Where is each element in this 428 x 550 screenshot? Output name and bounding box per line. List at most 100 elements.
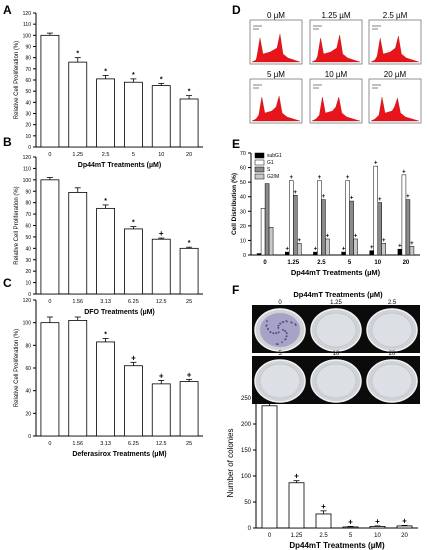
dish-inner	[371, 363, 413, 399]
colony-dot	[277, 331, 280, 334]
legend-label: subG1	[267, 153, 282, 159]
dish-label: 2.5	[388, 300, 397, 306]
colony-dot	[265, 325, 268, 327]
x-tick-label: 10	[374, 260, 381, 266]
bar	[293, 195, 298, 256]
significance-mark: +	[318, 175, 322, 181]
histogram-label: 1.25 µM	[321, 11, 350, 20]
histogram-label: 0 µM	[267, 11, 285, 20]
dishes-title: Dp44mT Treatments (µM)	[293, 290, 383, 299]
y-tick-label: 60	[25, 78, 31, 84]
y-tick-label: 250	[241, 396, 252, 402]
colony-dot	[285, 331, 288, 334]
y-axis-label: Number of colonies	[226, 429, 235, 498]
y-tick-label: 30	[240, 209, 246, 215]
y-tick-label: 30	[25, 112, 31, 118]
dish-label: 20	[389, 351, 396, 357]
significance-mark: +	[321, 502, 326, 511]
dish-label: 1.25	[330, 300, 342, 306]
significance-mark: *	[76, 51, 79, 58]
x-tick-label: 3.13	[100, 441, 111, 447]
x-tick-label: 5	[132, 152, 135, 158]
y-tick-label: 110	[23, 22, 31, 28]
significance-mark: +	[187, 370, 192, 379]
significance-mark: +	[293, 190, 297, 196]
y-tick-label: 120	[23, 298, 32, 304]
x-tick-label: 1.25	[72, 152, 83, 158]
legend-label: S	[267, 167, 271, 173]
x-tick-label: 2.5	[317, 260, 326, 266]
x-tick-label: 0	[48, 441, 51, 447]
y-tick-label: 20	[25, 123, 31, 129]
x-tick-label: 1.56	[72, 441, 83, 447]
histogram-label: 20 µM	[384, 70, 407, 79]
significance-mark: +	[159, 229, 164, 238]
x-tick-label: 10	[158, 152, 164, 158]
significance-mark: +	[326, 233, 330, 239]
y-tick-label: 10	[25, 281, 31, 287]
x-tick-label: 2.5	[319, 533, 328, 539]
panel-letter-f: F	[232, 283, 239, 297]
y-tick-label: 50	[25, 89, 31, 95]
histogram-shape	[311, 34, 361, 63]
dish-inner	[315, 363, 357, 399]
y-tick-label: 120	[23, 11, 32, 17]
x-axis-label: DFO Treatments (µM)	[84, 309, 155, 316]
dish-inner	[371, 312, 413, 348]
y-tick-label: 70	[25, 212, 31, 218]
colony-dot	[277, 324, 280, 327]
dish-inner	[315, 312, 357, 348]
significance-mark: +	[406, 194, 410, 200]
colony-dot	[277, 327, 280, 329]
histogram-shape	[370, 35, 420, 63]
significance-mark: +	[289, 175, 293, 181]
significance-mark: +	[374, 161, 378, 167]
x-tick-label: 12.5	[156, 299, 167, 305]
significance-mark: +	[370, 245, 374, 251]
colony-dot	[276, 343, 279, 346]
x-tick-label: 6.25	[128, 299, 139, 305]
y-tick-label: 50	[25, 235, 31, 241]
y-tick-label: 40	[25, 389, 31, 395]
x-tick-label: 12.5	[156, 441, 167, 447]
significance-mark: +	[159, 371, 164, 380]
y-tick-label: 50	[240, 180, 246, 186]
legend-swatch	[254, 166, 265, 173]
x-tick-label: 20	[401, 533, 408, 539]
dish-inner	[259, 312, 301, 348]
y-tick-label: 80	[25, 343, 31, 349]
significance-mark: +	[378, 197, 382, 203]
x-tick-label: 25	[186, 299, 192, 305]
y-tick-label: 90	[25, 45, 31, 51]
y-tick-label: 10	[25, 134, 31, 140]
y-tick-label: 50	[244, 500, 251, 506]
x-axis-label: Dp44mT Treatments (µM)	[289, 541, 385, 550]
significance-mark: *	[132, 72, 135, 79]
panel-letter-a: A	[3, 3, 12, 17]
y-tick-label: 80	[25, 56, 31, 62]
y-tick-label: 100	[241, 474, 252, 480]
bar	[264, 183, 270, 256]
y-tick-label: 40	[240, 195, 246, 201]
x-axis-label: Dp44mT Treatments (µM)	[291, 268, 381, 277]
x-axis-label: Deferasirox Treatments (µM)	[72, 451, 166, 458]
y-tick-label: 20	[240, 224, 246, 230]
histogram-label: 5 µM	[267, 70, 285, 79]
colony-dot	[281, 341, 283, 344]
x-tick-label: 0	[268, 533, 272, 539]
x-tick-label: 0	[263, 260, 267, 266]
y-axis-label: Relative Cell Proliferation (%)	[14, 41, 20, 119]
histogram-shape	[370, 96, 420, 122]
significance-mark: +	[348, 517, 353, 526]
y-tick-label: 40	[25, 100, 31, 106]
y-tick-label: 110	[23, 166, 31, 172]
colony-dot	[269, 331, 272, 334]
bar	[381, 243, 386, 256]
significance-mark: +	[294, 472, 299, 481]
y-axis-label: Relative Cell Proliferation (%)	[14, 186, 20, 264]
y-tick-label: 0	[28, 434, 31, 440]
x-tick-label: 1.56	[72, 299, 83, 305]
